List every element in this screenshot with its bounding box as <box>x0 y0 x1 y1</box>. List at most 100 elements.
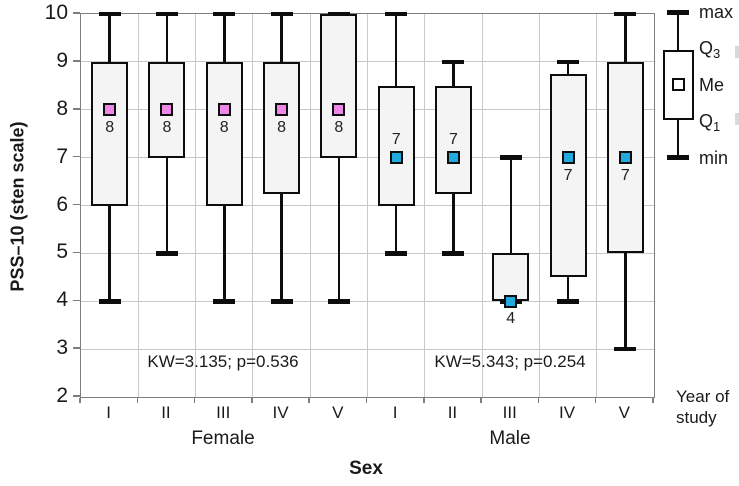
median-value-label: 8 <box>334 118 344 136</box>
y-axis-tick <box>73 12 80 14</box>
box-female-V <box>320 14 358 158</box>
median-marker <box>504 294 518 308</box>
min-cap <box>442 251 465 256</box>
min-cap <box>327 299 350 304</box>
x-category-label: III <box>216 403 231 422</box>
gridline-vertical <box>252 14 254 397</box>
legend-q1-base: Q <box>699 111 714 131</box>
max-cap <box>442 59 465 65</box>
group-label-male: Male <box>489 428 531 449</box>
min-cap <box>213 299 236 304</box>
y-tick-label: 2 <box>56 384 68 407</box>
median-marker <box>160 103 174 117</box>
y-tick-label: 5 <box>56 240 68 264</box>
y-axis-title: PSS–10 (sten scale) <box>7 121 28 292</box>
max-cap <box>557 59 580 65</box>
median-value-label: 7 <box>620 166 630 184</box>
x-axis-title: Sex <box>349 458 383 479</box>
median-marker <box>389 151 403 165</box>
x-axis-tick <box>79 398 81 403</box>
y-axis-tick <box>73 203 80 206</box>
x-category-label: V <box>618 403 631 422</box>
y-axis-tick <box>73 155 80 158</box>
whisker-line <box>509 157 512 302</box>
legend-cropped-fragment <box>735 113 739 125</box>
median-marker <box>103 103 117 117</box>
min-cap <box>270 299 293 304</box>
min-cap <box>98 299 121 304</box>
y-tick-label: 6 <box>56 192 68 216</box>
max-cap <box>614 11 637 17</box>
legend-q3-base: Q <box>699 38 714 58</box>
y-axis-tick <box>73 251 80 254</box>
median-value-label: 8 <box>105 118 115 136</box>
gridline-vertical <box>367 14 368 397</box>
y-tick-label: 8 <box>56 96 68 120</box>
x-axis-tick <box>423 398 425 403</box>
min-cap <box>614 346 637 352</box>
median-marker <box>275 103 289 117</box>
box-male-II <box>434 85 472 194</box>
x-axis-secondary-title: Year of study <box>676 387 730 427</box>
legend-min-cap-icon <box>667 155 689 160</box>
y-axis-tick <box>73 347 80 349</box>
median-value-label: 4 <box>506 310 516 328</box>
legend-label-me: Me <box>699 75 725 95</box>
box-female-IV <box>263 61 301 194</box>
box-male-III <box>492 253 530 302</box>
x-category-label: IV <box>559 403 576 422</box>
x-category-label: I <box>106 403 111 422</box>
y-axis-tick <box>73 108 80 110</box>
x-axis-tick <box>480 398 482 403</box>
box-female-I <box>91 61 129 206</box>
max-cap <box>499 155 522 160</box>
median-marker <box>217 103 231 117</box>
max-cap <box>213 11 236 17</box>
x-axis-tick <box>193 398 196 403</box>
x-axis-tick <box>251 398 253 403</box>
gridline-vertical <box>481 14 483 397</box>
y-axis-tick <box>73 395 80 397</box>
y-axis-tick <box>73 60 80 62</box>
legend-max-cap-icon <box>667 10 689 15</box>
gridline-vertical <box>538 14 540 397</box>
max-cap <box>98 11 121 17</box>
box-male-I <box>377 85 415 206</box>
legend-label-q3: Q3 <box>699 38 739 61</box>
median-marker <box>561 151 575 165</box>
x-axis-tick <box>308 398 310 403</box>
gridline-vertical <box>596 14 598 397</box>
kw-annotation-male: KW=5.343; p=0.254 <box>434 352 586 371</box>
kw-annotation-female: KW=3.135; p=0.536 <box>147 352 299 371</box>
y-tick-label: 9 <box>56 48 68 72</box>
legend-median-square-icon <box>672 78 685 91</box>
x-axis-tick <box>537 398 540 403</box>
y-tick-label: 3 <box>56 336 68 360</box>
legend-q1-sub: 1 <box>713 119 721 134</box>
min-cap <box>385 251 408 256</box>
x-category-label: I <box>392 403 398 422</box>
gridline-vertical <box>424 14 426 397</box>
box-female-III <box>205 61 243 206</box>
box-male-IV <box>549 73 587 278</box>
x-axis-tick <box>594 398 597 403</box>
gridline-vertical <box>137 14 139 397</box>
y-tick-label: 7 <box>56 144 68 168</box>
gridline-vertical <box>195 14 197 397</box>
x-axis-tick <box>652 398 654 403</box>
x-category-label: III <box>502 403 517 422</box>
x-axis-tick <box>136 398 139 403</box>
x-category-label: II <box>447 403 458 422</box>
x-category-label: II <box>161 403 171 422</box>
legend-cropped-fragment <box>735 46 739 58</box>
max-cap <box>385 11 408 17</box>
median-value-label: 8 <box>219 118 229 136</box>
min-cap <box>557 299 580 304</box>
group-label-female: Female <box>191 428 255 449</box>
whisker-line <box>337 14 341 302</box>
median-value-label: 7 <box>448 130 458 148</box>
median-marker <box>446 151 460 165</box>
legend-q3-sub: 3 <box>713 46 721 61</box>
legend-label-q1: Q1 <box>699 111 739 134</box>
